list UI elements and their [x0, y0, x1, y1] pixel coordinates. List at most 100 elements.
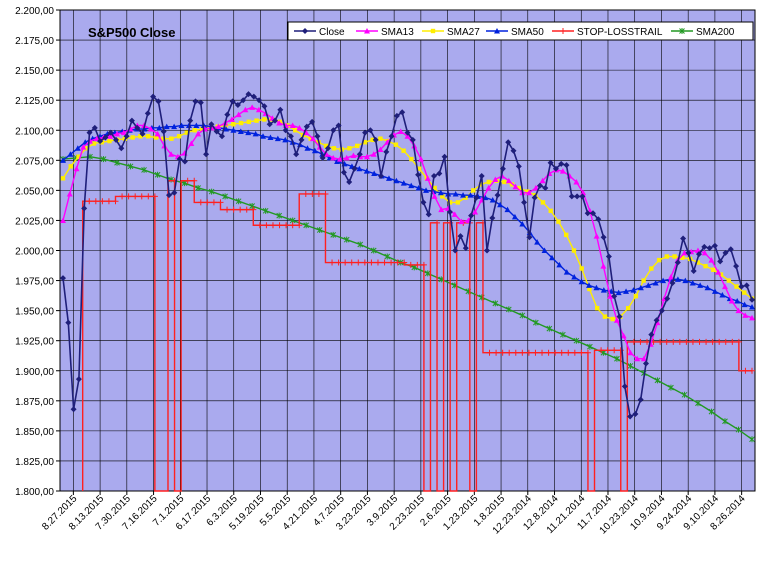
data-point-stop-losstrail — [414, 261, 421, 268]
data-point-stop-losstrail — [663, 338, 670, 345]
data-point-sma200 — [681, 391, 688, 398]
data-point-stop-losstrail — [434, 219, 441, 226]
data-point-sma50 — [230, 127, 237, 133]
data-point-close — [261, 103, 268, 110]
data-point-sma200 — [546, 325, 553, 332]
data-point-close — [600, 234, 607, 241]
data-point-stop-losstrail — [269, 222, 276, 229]
data-point-close — [632, 411, 639, 418]
data-point-sma13 — [431, 193, 438, 199]
data-point-sma13 — [708, 257, 715, 263]
data-point-close — [325, 145, 331, 152]
data-point-stop-losstrail — [676, 338, 683, 345]
data-point-sma27 — [378, 136, 383, 141]
data-point-stop-losstrail — [532, 349, 539, 356]
data-point-sma50 — [719, 291, 726, 298]
data-point-stop-losstrail — [545, 349, 552, 356]
data-point-sma200 — [560, 331, 566, 338]
data-point-sma27 — [455, 200, 461, 205]
data-point-sma27 — [656, 257, 662, 263]
legend-item-stop-losstrail: STOP-LOSSTRAIL — [552, 27, 663, 38]
chart-title: S&P500 Close — [88, 25, 175, 40]
data-point-sma13 — [343, 154, 350, 161]
data-point-sma13 — [424, 175, 431, 181]
data-point-sma27 — [726, 278, 731, 283]
data-point-sma200 — [141, 166, 147, 173]
data-point-close — [584, 210, 591, 217]
data-point-sma27 — [432, 185, 437, 191]
data-point-sma50 — [741, 301, 748, 308]
data-point-sma50 — [704, 284, 711, 291]
legend-swatch-marker — [560, 28, 566, 34]
data-point-sma27 — [579, 266, 584, 271]
data-point-close — [256, 97, 263, 104]
data-point-sma50 — [452, 190, 459, 197]
data-point-sma13 — [627, 349, 634, 356]
data-point-sma50 — [371, 170, 378, 177]
data-point-sma27 — [130, 135, 135, 140]
data-point-sma27 — [695, 260, 701, 265]
data-point-sma13 — [749, 314, 755, 321]
data-point-close — [452, 247, 459, 254]
data-point-close — [526, 234, 533, 241]
data-point-sma200 — [222, 193, 228, 200]
data-point-close — [240, 97, 247, 104]
data-point-sma13 — [249, 104, 256, 110]
data-point-sma13 — [701, 249, 708, 256]
data-point-sma27 — [200, 126, 205, 132]
data-point-sma27 — [641, 278, 646, 283]
data-point-close — [372, 136, 379, 143]
y-tick-label: 2.175,00 — [15, 36, 54, 47]
data-point-stop-losstrail — [394, 259, 401, 266]
data-point-stop-losstrail — [217, 199, 224, 206]
data-point-sma50 — [519, 221, 526, 227]
data-point-sma27 — [370, 137, 375, 143]
data-point-sma27 — [347, 146, 352, 151]
data-point-close — [298, 136, 305, 143]
data-point-close — [367, 127, 374, 134]
data-point-sma13 — [492, 176, 499, 183]
data-point-stop-losstrail — [420, 261, 427, 268]
data-point-stop-losstrail — [99, 198, 106, 205]
data-point-sma13 — [505, 177, 512, 184]
data-point-sma200 — [208, 188, 215, 195]
data-point-sma50 — [252, 130, 259, 137]
data-point-sma27 — [486, 179, 491, 185]
data-point-close — [568, 193, 575, 200]
data-point-sma200 — [114, 159, 120, 166]
data-point-sma200 — [384, 253, 391, 260]
data-point-sma13 — [215, 123, 222, 130]
data-point-close — [287, 133, 294, 140]
data-point-close — [420, 199, 427, 206]
y-tick-label: 2.025,00 — [15, 216, 54, 227]
data-point-sma200 — [195, 184, 201, 191]
data-point-sma13 — [336, 156, 343, 162]
data-point-close — [335, 122, 342, 129]
data-point-sma200 — [492, 300, 499, 307]
data-point-stop-losstrail — [197, 199, 204, 206]
data-point-stop-losstrail — [637, 338, 644, 345]
data-point-sma27 — [192, 128, 197, 133]
data-point-stop-losstrail — [729, 338, 736, 345]
data-point-stop-losstrail — [598, 347, 605, 354]
data-point-close — [224, 111, 231, 118]
data-point-close — [144, 110, 151, 117]
data-point-sma50 — [586, 282, 593, 288]
data-point-sma50 — [541, 247, 548, 253]
data-point-close — [717, 258, 724, 265]
data-point-close — [446, 209, 453, 216]
data-point-stop-losstrail — [237, 206, 244, 213]
data-point-stop-losstrail — [302, 190, 309, 197]
y-axis: 1.800,00 1.825,00 1.850,00 1.875,00 1.900,00… — [15, 6, 60, 498]
data-point-close — [155, 98, 162, 105]
data-point-stop-losstrail — [132, 193, 139, 200]
y-tick-label: 2.050,00 — [15, 186, 54, 197]
data-point-sma200 — [154, 171, 161, 178]
data-point-sma27 — [362, 140, 368, 145]
data-point-close — [378, 172, 384, 179]
data-point-sma13 — [600, 263, 607, 269]
y-tick-label: 1.875,00 — [15, 397, 54, 408]
data-point-sma13 — [228, 116, 235, 122]
data-point-sma13 — [742, 312, 749, 318]
data-point-close — [118, 145, 125, 152]
